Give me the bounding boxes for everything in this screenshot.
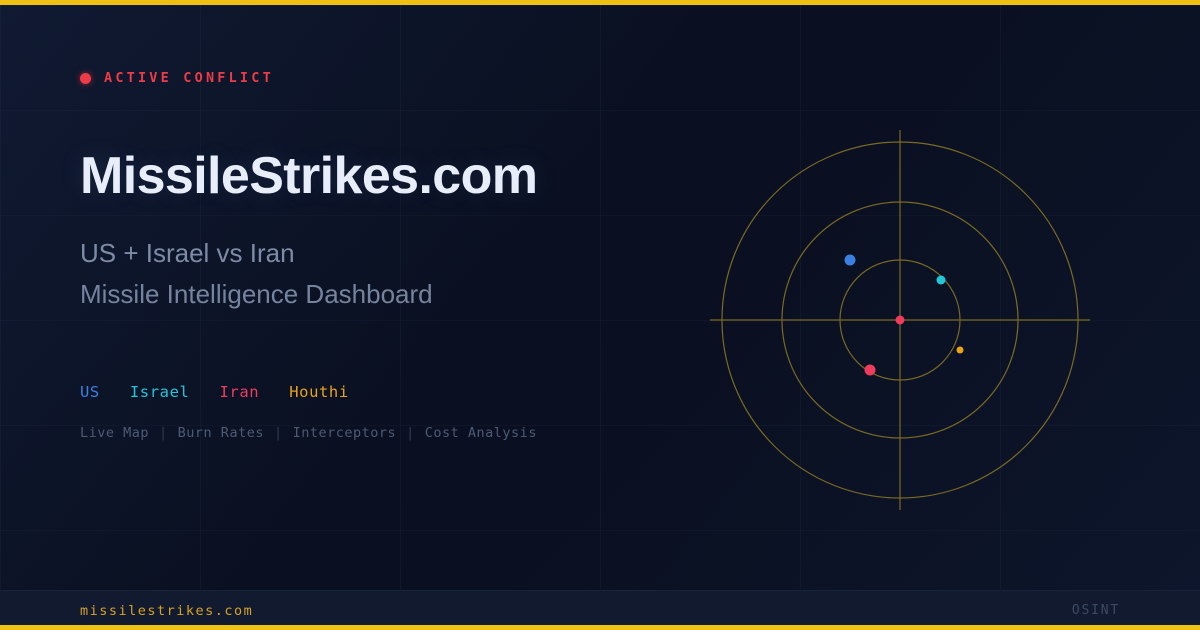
nav-separator: | [159,425,168,441]
faction-us[interactable]: US [80,383,100,401]
nav-item-cost-analysis[interactable]: Cost Analysis [424,425,537,441]
radar-graphic [710,130,1090,510]
nav-item-interceptors[interactable]: Interceptors [292,425,397,441]
radar-blip-iran-3[interactable] [895,315,905,325]
nav-separator: | [273,425,283,441]
bottom-accent-bar [0,625,1200,630]
radar-rings [721,141,1079,499]
footer-bar: missilestrikes.com OSINT [0,590,1200,630]
page-title: MissileStrikes.com [80,147,538,205]
faction-legend: US Israel Iran Houthi [80,383,349,401]
section-nav: Live Map | Burn Rates | Interceptors | C… [80,425,537,441]
subtitle-line-2: Missile Intelligence Dashboard [80,279,433,309]
radar-blips [844,254,964,376]
radar-ring-3 [839,259,961,381]
faction-iran[interactable]: Iran [219,383,260,401]
page-subtitle: US + Israel vs Iran Missile Intelligence… [80,233,433,315]
radar-blip-houthi-5[interactable] [956,346,964,354]
radar-ring-1 [721,141,1079,499]
nav-item-burn-rates[interactable]: Burn Rates [177,425,264,441]
radar-blip-iran-4[interactable] [864,364,876,376]
footer-domain[interactable]: missilestrikes.com [80,602,254,619]
nav-separator: | [406,425,415,441]
top-accent-bar [0,0,1200,5]
nav-item-live-map[interactable]: Live Map [80,425,150,441]
status-badge-label: ACTIVE CONFLICT [104,70,274,86]
status-badge: ACTIVE CONFLICT [80,70,274,86]
faction-houthi[interactable]: Houthi [289,383,349,401]
status-indicator-dot [80,72,91,84]
radar-blip-israel-2[interactable] [936,275,946,285]
radar-svg [710,130,1090,510]
footer-source-tag: OSINT [1071,603,1120,618]
radar-blip-us-1[interactable] [844,254,856,266]
faction-israel[interactable]: Israel [129,383,190,401]
subtitle-line-1: US + Israel vs Iran [80,238,295,268]
radar-ring-2 [781,201,1019,439]
